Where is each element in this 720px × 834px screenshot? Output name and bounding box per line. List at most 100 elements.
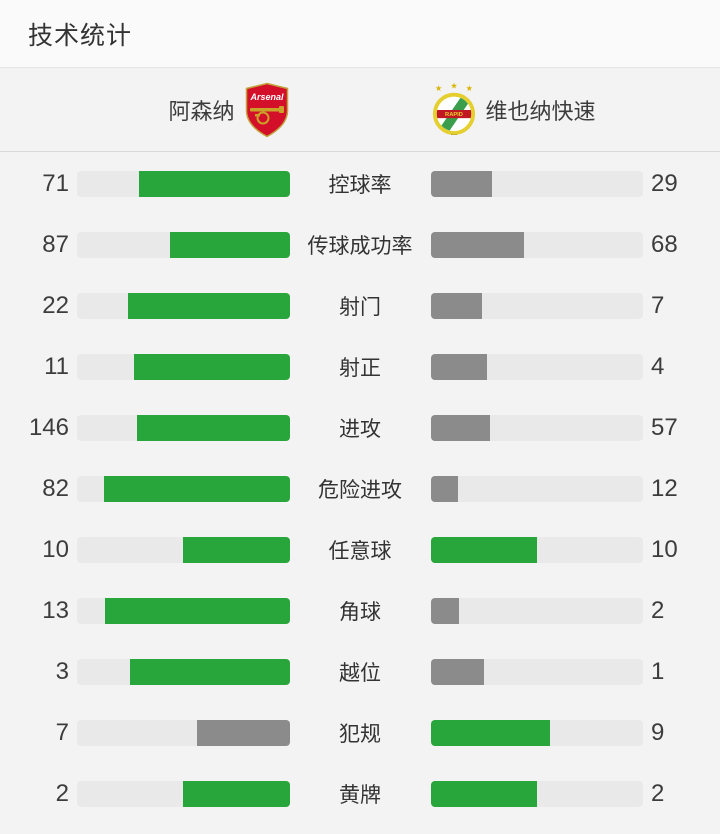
home-bar-fill bbox=[138, 170, 290, 197]
away-bar-track bbox=[430, 536, 643, 563]
home-value: 7 bbox=[55, 718, 69, 746]
stat-row: 71 控球率 29 bbox=[0, 153, 720, 214]
home-bar-fill bbox=[130, 658, 290, 685]
home-bar-fill bbox=[104, 475, 290, 502]
home-value: 10 bbox=[42, 535, 69, 563]
stat-row: 11 射正 4 bbox=[0, 336, 720, 397]
away-bar-fill bbox=[430, 475, 458, 502]
home-value: 87 bbox=[42, 230, 69, 258]
home-value: 11 bbox=[44, 352, 69, 380]
away-bar-track bbox=[430, 231, 643, 258]
svg-text:★: ★ bbox=[450, 81, 457, 90]
home-bar-fill bbox=[136, 414, 290, 441]
away-value: 57 bbox=[651, 413, 678, 441]
stat-label: 任意球 bbox=[328, 539, 392, 563]
title-bar: 技术统计 bbox=[0, 0, 720, 68]
away-bar-fill bbox=[430, 414, 491, 441]
away-value: 10 bbox=[651, 535, 678, 563]
stat-label: 射正 bbox=[339, 356, 381, 380]
away-bar-track bbox=[430, 414, 643, 441]
home-bar-track bbox=[77, 536, 290, 563]
home-bar-track bbox=[77, 597, 290, 624]
away-bar-fill bbox=[430, 170, 493, 197]
home-bar-fill bbox=[170, 231, 290, 258]
home-bar-track bbox=[77, 292, 290, 319]
home-bar-fill bbox=[183, 536, 290, 563]
home-value: 71 bbox=[42, 169, 69, 197]
away-bar-fill bbox=[430, 353, 488, 380]
stat-label: 角球 bbox=[339, 600, 381, 624]
home-bar-track bbox=[77, 231, 290, 258]
home-value: 22 bbox=[42, 291, 69, 319]
home-bar-track bbox=[77, 719, 290, 746]
home-bar-track bbox=[77, 353, 290, 380]
away-value: 29 bbox=[651, 169, 678, 197]
home-bar-track bbox=[77, 780, 290, 807]
away-value: 2 bbox=[651, 596, 665, 624]
away-bar-track bbox=[430, 475, 643, 502]
away-bar-fill bbox=[430, 597, 459, 624]
stat-row: 22 射门 7 bbox=[0, 275, 720, 336]
home-bar-track bbox=[77, 475, 290, 502]
svg-text:★: ★ bbox=[435, 83, 442, 92]
stat-row: 2 黄牌 2 bbox=[0, 763, 720, 824]
away-value: 1 bbox=[651, 657, 665, 685]
away-bar-fill bbox=[430, 292, 482, 319]
home-value: 82 bbox=[42, 474, 69, 502]
away-bar-track bbox=[430, 658, 643, 685]
away-bar-track bbox=[430, 597, 643, 624]
home-bar-track bbox=[77, 414, 290, 441]
home-bar-fill bbox=[183, 780, 290, 807]
away-bar-track bbox=[430, 170, 643, 197]
stats-list: 71 控球率 29 87 传球成功率 68 22 射门 7 11 bbox=[0, 152, 720, 824]
home-bar-fill bbox=[196, 719, 290, 746]
away-bar-fill bbox=[430, 719, 551, 746]
away-bar-fill bbox=[430, 658, 484, 685]
away-bar-fill bbox=[430, 536, 537, 563]
stat-row: 82 危险进攻 12 bbox=[0, 458, 720, 519]
page-title: 技术统计 bbox=[28, 21, 133, 50]
away-value: 9 bbox=[651, 718, 665, 746]
away-team-name: 维也纳快速 bbox=[485, 98, 596, 124]
home-value: 2 bbox=[55, 779, 69, 807]
away-value: 4 bbox=[651, 352, 665, 380]
away-bar-track bbox=[430, 292, 643, 319]
away-value: 12 bbox=[651, 474, 678, 502]
stat-label: 射门 bbox=[339, 295, 381, 319]
stat-row: 146 进攻 57 bbox=[0, 397, 720, 458]
home-team-header: 阿森纳 Arsenal bbox=[85, 81, 290, 139]
home-team-name: 阿森纳 bbox=[168, 98, 235, 124]
home-bar-track bbox=[77, 170, 290, 197]
stat-label: 黄牌 bbox=[339, 783, 381, 807]
stat-row: 87 传球成功率 68 bbox=[0, 214, 720, 275]
away-value: 7 bbox=[651, 291, 665, 319]
home-value: 146 bbox=[28, 413, 69, 441]
stat-label: 进攻 bbox=[339, 417, 381, 441]
away-bar-fill bbox=[430, 780, 537, 807]
svg-text:★: ★ bbox=[465, 83, 472, 92]
stat-row: 7 犯规 9 bbox=[0, 702, 720, 763]
teams-header: 阿森纳 Arsenal ★ ★ ★ bbox=[0, 68, 720, 152]
home-value: 13 bbox=[42, 596, 69, 624]
away-value: 68 bbox=[651, 230, 678, 258]
away-bar-track bbox=[430, 353, 643, 380]
stat-row: 10 任意球 10 bbox=[0, 519, 720, 580]
stat-row: 13 角球 2 bbox=[0, 580, 720, 641]
away-value: 2 bbox=[651, 779, 665, 807]
stat-label: 危险进攻 bbox=[318, 478, 402, 502]
home-bar-track bbox=[77, 658, 290, 685]
stat-label: 犯规 bbox=[339, 722, 381, 746]
away-bar-track bbox=[430, 719, 643, 746]
stat-label: 控球率 bbox=[328, 173, 392, 197]
away-team-header: ★ ★ ★ RAPID 维也纳快速 bbox=[431, 81, 636, 139]
stat-label: 传球成功率 bbox=[307, 234, 413, 258]
stat-row: 3 越位 1 bbox=[0, 641, 720, 702]
arsenal-logo-text: Arsenal bbox=[249, 92, 284, 102]
home-bar-fill bbox=[105, 597, 290, 624]
home-bar-fill bbox=[128, 292, 290, 319]
stat-label: 越位 bbox=[339, 661, 381, 685]
home-bar-fill bbox=[133, 353, 290, 380]
rapid-vienna-crest-icon: ★ ★ ★ RAPID bbox=[432, 81, 475, 135]
away-bar-fill bbox=[430, 231, 524, 258]
